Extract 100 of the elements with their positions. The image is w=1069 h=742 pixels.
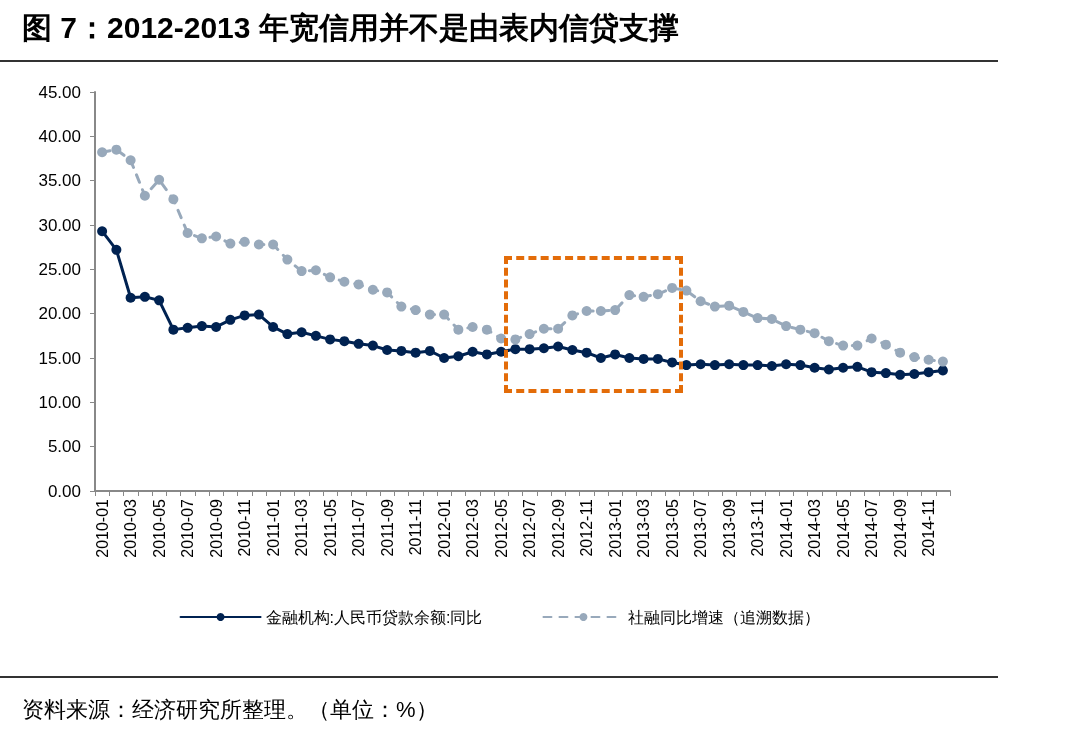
point (538, 323, 549, 334)
point (353, 279, 364, 290)
point (752, 313, 763, 324)
y-tick-label: 0.00 (47, 481, 81, 501)
point (396, 345, 407, 356)
point (410, 305, 421, 316)
point (667, 282, 678, 293)
point (553, 323, 564, 334)
point (325, 334, 336, 345)
point (567, 310, 578, 321)
point (353, 338, 364, 349)
point (296, 266, 307, 277)
point (125, 292, 136, 303)
point (880, 368, 891, 379)
point (880, 339, 891, 350)
point (253, 239, 264, 250)
point (638, 291, 649, 302)
x-tick-label: 2010-05 (150, 498, 168, 558)
point (510, 334, 521, 345)
point (695, 296, 706, 307)
x-tick-label: 2014-03 (806, 498, 824, 558)
point (225, 314, 236, 325)
point (823, 364, 834, 375)
point (196, 233, 207, 244)
point (852, 340, 863, 351)
point (296, 327, 307, 338)
point (766, 360, 777, 371)
text: 资料来源：经济研究所整理。（单位：%） (22, 696, 438, 724)
x-tick-label: 2012-09 (549, 498, 567, 558)
point (795, 324, 806, 335)
y-tick-label: 15.00 (38, 348, 81, 368)
point (325, 272, 336, 283)
point (738, 306, 749, 317)
y-tick-label: 5.00 (47, 437, 81, 457)
point (467, 346, 478, 357)
point (97, 147, 108, 158)
x-tick-label: 2011-07 (350, 498, 368, 557)
point (410, 347, 421, 358)
point (367, 340, 378, 351)
x-tick-label: 2010-09 (207, 498, 225, 558)
point (752, 360, 763, 371)
point (766, 313, 777, 324)
x-tick-label: 2012-03 (464, 498, 482, 558)
point (809, 362, 820, 373)
point (567, 345, 578, 356)
x-tick-label: 2011-01 (264, 498, 282, 557)
x-tick-label: 2013-11 (749, 498, 767, 557)
point (382, 345, 393, 356)
x-tick-label: 2014-07 (863, 498, 881, 558)
point (268, 239, 279, 250)
point (424, 309, 435, 320)
x-tick-label: 2013-05 (663, 498, 681, 558)
y-tick-label: 45.00 (38, 82, 81, 102)
point (581, 306, 592, 316)
y-tick-label: 10.00 (38, 392, 81, 412)
point (652, 353, 663, 364)
point (239, 310, 250, 321)
chart-title: 图 7：2012-2013 年宽信用并不是由表内信贷支撑 (22, 10, 679, 46)
point (581, 347, 592, 358)
point (652, 289, 663, 300)
x-tick-label: 2013-03 (635, 498, 653, 558)
y-tick-label: 35.00 (38, 171, 81, 191)
x-tick-label: 2013-01 (606, 498, 624, 558)
point (695, 359, 706, 370)
x-tick-label: 2012-05 (492, 498, 510, 558)
point (282, 254, 293, 265)
point (553, 341, 564, 352)
x-tick-label: 2011-05 (321, 498, 339, 557)
y-tick-label: 30.00 (38, 215, 81, 235)
point (709, 360, 720, 371)
point (610, 305, 621, 316)
point (524, 344, 535, 355)
point (538, 343, 549, 354)
point (781, 359, 792, 370)
x-tick-label: 2013-07 (692, 498, 710, 558)
point (937, 356, 948, 367)
legend-label: 社融同比增速（追溯数据） (628, 608, 821, 626)
x-tick-label: 2011-03 (293, 498, 311, 557)
x-tick-label: 2014-11 (920, 498, 938, 557)
point (239, 236, 250, 247)
point (781, 321, 792, 332)
point (923, 354, 934, 365)
point (439, 353, 450, 363)
point (937, 365, 948, 376)
point (253, 309, 264, 320)
point (595, 306, 606, 316)
point (467, 321, 478, 332)
legend-label: 金融机构:人民币贷款余额:同比 (265, 608, 483, 626)
point (624, 290, 635, 301)
x-tick-label: 2014-05 (834, 498, 852, 558)
point (268, 321, 279, 332)
point (310, 265, 321, 276)
point (481, 349, 492, 360)
point (182, 227, 193, 238)
point (424, 345, 435, 356)
x-tick-label: 2012-07 (521, 498, 539, 558)
x-tick-label: 2011-11 (407, 498, 425, 556)
point (453, 351, 464, 362)
point (838, 340, 849, 351)
point (638, 353, 649, 364)
